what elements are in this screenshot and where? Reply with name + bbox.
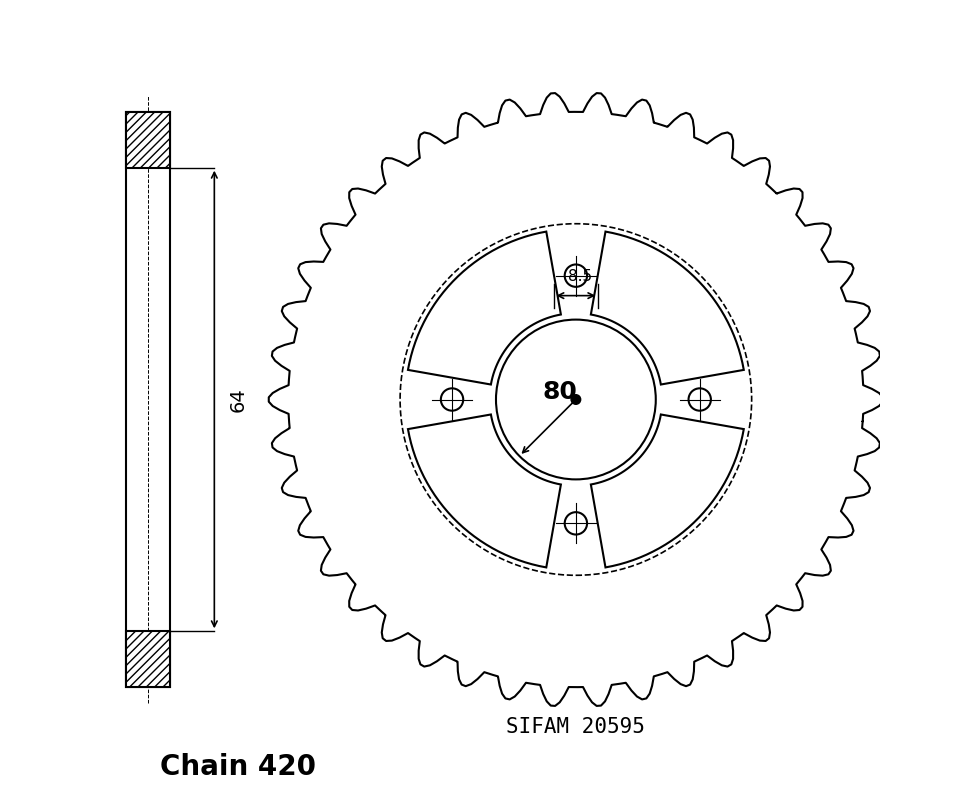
Text: SIFAM 20595: SIFAM 20595 bbox=[507, 717, 645, 737]
Text: 80: 80 bbox=[542, 380, 577, 403]
Text: 8.5: 8.5 bbox=[567, 268, 592, 284]
Circle shape bbox=[571, 395, 581, 404]
Text: 64: 64 bbox=[228, 388, 248, 411]
Bar bbox=[127, 631, 170, 687]
Bar bbox=[127, 112, 170, 168]
Text: Chain 420: Chain 420 bbox=[160, 753, 317, 781]
Bar bbox=[127, 112, 170, 687]
